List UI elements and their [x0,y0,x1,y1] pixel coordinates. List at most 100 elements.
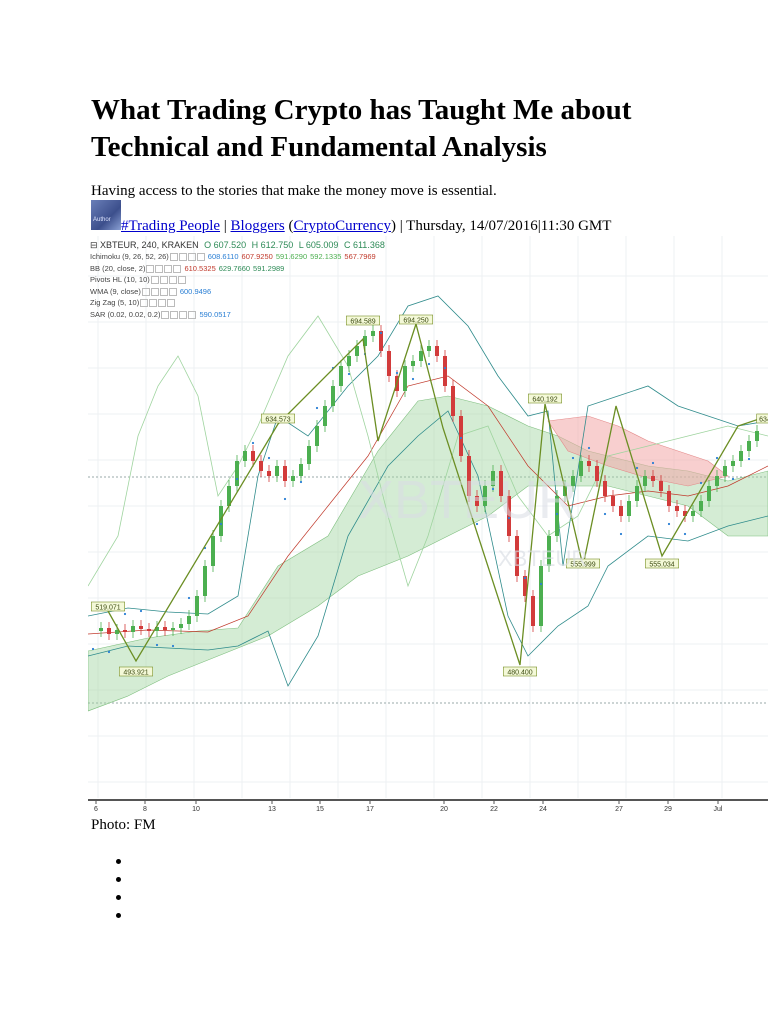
candle-body [363,336,367,346]
author-avatar-label: Author [93,217,111,223]
indicator-control-icon[interactable] [141,287,150,296]
author-avatar[interactable]: Author [91,200,121,230]
x-tick-label: Jul [714,806,723,813]
indicator-control-icon[interactable] [178,253,187,262]
candle-body [475,496,479,506]
candle-body [427,346,431,351]
sar-dot [667,522,671,526]
indicator-value: 592.1335 [310,252,342,261]
candle-body [139,626,143,629]
candle-body [555,496,559,536]
pivot-label: 480.400 [507,670,532,677]
indicator-control-icon[interactable] [150,287,159,296]
candle-body [571,476,575,486]
chart-symbol: XBTEUR, 240, KRAKEN [100,240,199,250]
candle-body [403,366,407,391]
indicator-control-icon[interactable] [161,310,170,319]
candle-body [355,346,359,356]
indicator-row[interactable]: BB (20, close, 2) 610.5325 629.7660 591.298… [90,263,385,275]
indicator-value: 600.9496 [179,286,212,296]
indicator-value: 591.2989 [253,263,285,273]
x-tick-label: 6 [94,806,98,813]
indicator-control-icon[interactable] [179,310,188,319]
candle-body [739,451,743,461]
category-link-cryptocurrency[interactable]: CryptoCurrency [293,218,391,234]
candle-body [587,461,591,466]
pivot-label-box [502,666,537,677]
sar-dot [171,644,175,648]
indicator-control-icon[interactable] [177,276,186,285]
candle-body [235,461,239,486]
indicator-control-icon[interactable] [168,287,177,296]
candle-body [699,501,703,511]
sar-dot [411,377,415,381]
indicator-row[interactable]: Pivots HL (10, 10) [90,274,385,286]
indicator-control-icon[interactable] [164,264,173,273]
indicator-control-icon[interactable] [158,299,167,308]
price-chart-image: 519.071 493.921 634.573 694.589 694.250 640.1… [88,236,768,818]
indicator-control-icon[interactable] [159,287,168,296]
candle-body [691,511,695,516]
indicator-name: Zig Zag (5, 10) [90,298,140,307]
byline-text: #Trading People | Bloggers (CryptoCurren… [121,216,611,236]
candle-body [651,476,655,481]
sar-dot [347,372,351,376]
indicator-row[interactable]: Ichimoku (9, 26, 52, 26) 608.6110 607.9250… [90,251,385,263]
candle-body [603,481,607,496]
candle-body [643,476,647,486]
sar-dot [187,596,191,600]
candle-body [667,491,671,506]
pivot-label-box [398,314,433,325]
candle-body [435,346,439,356]
x-tick-label: 15 [316,806,324,813]
indicator-control-icon[interactable] [146,264,155,273]
chart-canvas: 519.071 493.921 634.573 694.589 694.250 640.1… [88,236,768,818]
candle-body [683,511,687,516]
indicator-control-icon[interactable] [196,253,205,262]
sar-dot [427,362,431,366]
sar-dot [459,436,463,440]
pivot-label-box [644,558,679,569]
indicator-row[interactable]: SAR (0.02, 0.02, 0.2) 590.0517 [90,309,385,321]
indicator-control-icon[interactable] [168,276,177,285]
indicator-control-icon[interactable] [169,253,178,262]
candle-body [115,630,119,634]
tag-link-trading-people[interactable]: #Trading People [121,218,221,234]
indicator-control-icon[interactable] [140,299,149,308]
sar-dot [715,456,719,460]
indicator-control-icon[interactable] [187,253,196,262]
candle-body [371,331,375,336]
candle-body [547,536,551,566]
indicator-control-icon[interactable] [149,299,158,308]
indicator-control-icon[interactable] [159,276,168,285]
sar-dot [91,647,95,651]
indicator-control-icon[interactable] [155,264,164,273]
ohlc-high: H 612.750 [251,240,294,250]
sar-dot [587,446,591,450]
indicator-control-icon[interactable] [150,276,159,285]
candle-body [259,461,263,471]
candle-body [595,466,599,481]
indicator-name: Pivots HL (10, 10) [90,275,150,284]
sar-dot [603,512,607,516]
ichimoku-cloud [88,395,768,712]
candle-body [483,486,487,506]
sar-dot [475,522,479,526]
candle-body [491,471,495,486]
indicator-row[interactable]: Zig Zag (5, 10) [90,297,385,309]
indicator-control-icon[interactable] [170,310,179,319]
bloggers-link[interactable]: Bloggers [230,218,285,234]
indicator-name: BB (20, close, 2) [90,263,146,273]
indicator-control-icon[interactable] [173,264,182,273]
byline-separator: | [220,218,231,234]
indicator-row[interactable]: WMA (9, close) 600.9496 [90,286,385,298]
ohlc-low: L 605.009 [298,240,339,250]
indicator-control-icon[interactable] [188,310,197,319]
publish-date: | Thursday, 14/07/2016|11:30 GMT [395,218,612,234]
candle-body [243,451,247,461]
candle-body [443,356,447,386]
pivot-label-box [118,666,154,677]
pivot-label: 555.999 [570,562,595,569]
indicator-control-icon[interactable] [167,299,176,308]
article-subtitle: Having access to the stories that make t… [91,183,497,199]
